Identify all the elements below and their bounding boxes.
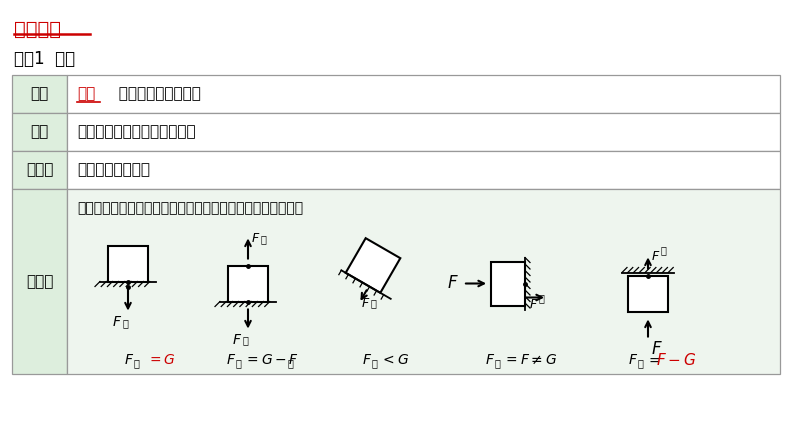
Bar (67, 151, 780, 189)
Text: $F$: $F$ (361, 297, 370, 310)
Text: $F$: $F$ (251, 232, 260, 245)
Text: 作用点: 作用点 (26, 163, 53, 177)
Bar (12, 113, 67, 151)
Bar (108, 245, 148, 282)
Polygon shape (345, 238, 400, 293)
Text: $F-G$: $F-G$ (656, 352, 696, 368)
Bar (67, 189, 780, 374)
Bar (12, 189, 67, 374)
Text: 压: 压 (372, 358, 378, 368)
Text: $F$: $F$ (628, 353, 638, 367)
Text: $F$: $F$ (362, 353, 372, 367)
Text: $< G$: $< G$ (380, 353, 409, 367)
Bar (12, 75, 67, 113)
Text: 垂直于受力面且指向被压物体: 垂直于受力面且指向被压物体 (77, 125, 195, 139)
Text: 作用在物体表面的力: 作用在物体表面的力 (103, 87, 201, 101)
Text: 拉: 拉 (288, 358, 294, 368)
Text: $= F \neq G$: $= F \neq G$ (503, 353, 557, 367)
Bar (67, 75, 780, 113)
Text: 垂直: 垂直 (77, 87, 95, 101)
Text: $=$: $=$ (646, 353, 661, 367)
Bar (67, 113, 780, 151)
Text: $F$: $F$ (226, 353, 236, 367)
Text: 拉: 拉 (261, 235, 267, 245)
Text: $F$: $F$ (485, 353, 495, 367)
Text: 压: 压 (236, 358, 242, 368)
Text: 压: 压 (539, 294, 545, 304)
Text: $= G$: $= G$ (142, 353, 176, 367)
Text: 考点1  压力: 考点1 压力 (14, 50, 75, 68)
Text: $F$: $F$ (529, 299, 538, 312)
Text: $F$: $F$ (112, 316, 122, 329)
Text: 压: 压 (495, 358, 501, 368)
Bar (491, 261, 525, 305)
Text: 如图所示，比较物体在不同接触面上所受重力与压力的大小：: 如图所示，比较物体在不同接触面上所受重力与压力的大小： (77, 201, 303, 215)
Bar (628, 275, 668, 312)
Text: 压: 压 (661, 245, 667, 256)
Text: 示意图: 示意图 (26, 274, 53, 289)
Text: 压: 压 (638, 358, 644, 368)
Text: 压: 压 (134, 358, 140, 368)
Text: 定义: 定义 (30, 87, 48, 101)
Bar (228, 266, 268, 301)
Text: 方向: 方向 (30, 125, 48, 139)
Text: $F$: $F$ (651, 340, 663, 358)
Text: 压: 压 (243, 336, 249, 346)
Text: 压: 压 (123, 319, 129, 329)
Text: 压: 压 (371, 299, 377, 308)
Bar (12, 151, 67, 189)
Text: $= G - F$: $= G - F$ (244, 353, 299, 367)
Text: $F$: $F$ (447, 274, 459, 291)
Text: $F$: $F$ (124, 353, 134, 367)
Text: $F$: $F$ (232, 333, 242, 346)
Text: 被压物体的接触面: 被压物体的接触面 (77, 163, 150, 177)
Text: $F$: $F$ (651, 250, 661, 263)
Text: 考点梳理: 考点梳理 (14, 20, 61, 39)
